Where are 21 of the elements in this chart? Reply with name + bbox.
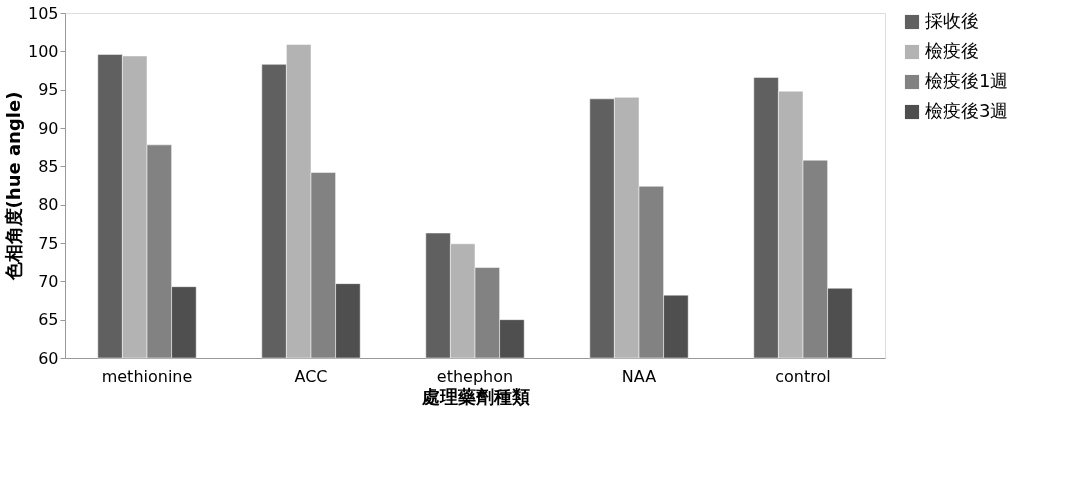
y-tick-label: 75 <box>38 233 59 253</box>
x-tick-label: ethephon <box>436 366 514 386</box>
x-tick-label: control <box>775 366 831 386</box>
y-tick-label: 85 <box>38 156 59 176</box>
legend-label: 檢疫後 <box>925 40 979 61</box>
legend-label: 檢疫後1週 <box>925 70 1009 91</box>
y-tick-label: 95 <box>38 80 59 100</box>
y-axis-title: 色相角度(hue angle) <box>2 91 24 282</box>
y-tick-label: 90 <box>38 118 59 138</box>
x-tick-label: ACC <box>294 366 328 386</box>
legend-label: 採收後 <box>925 10 979 31</box>
y-tick-label: 100 <box>27 41 59 61</box>
y-tick-label: 70 <box>38 271 59 291</box>
x-tick-label: NAA <box>621 366 657 386</box>
y-tick-label: 60 <box>38 348 59 368</box>
y-tick-label: 65 <box>38 310 59 330</box>
y-tick-label: 105 <box>27 3 59 23</box>
y-tick-label: 80 <box>38 195 59 215</box>
x-tick-label: methionine <box>101 366 193 386</box>
legend-label: 檢疫後3週 <box>925 100 1009 121</box>
x-axis-title: 處理藥劑種類 <box>420 385 530 407</box>
